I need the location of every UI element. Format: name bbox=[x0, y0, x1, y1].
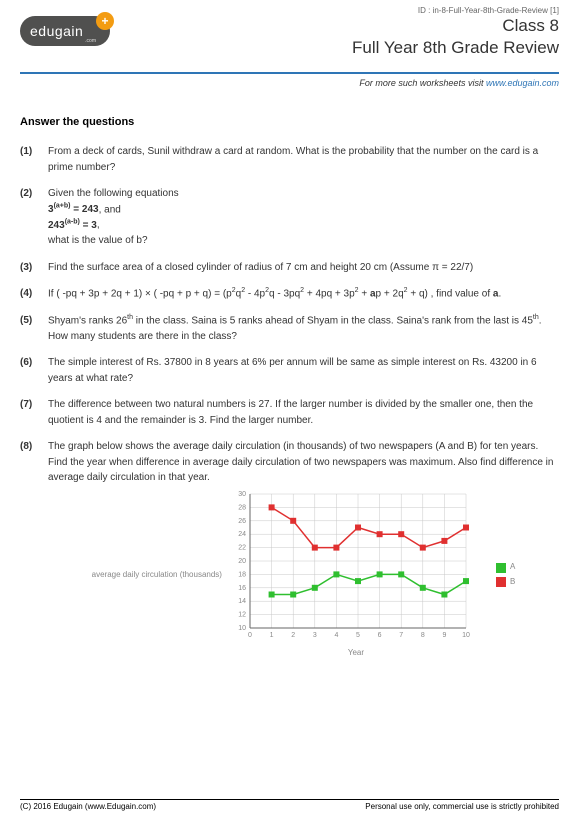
chart-ylabel: average daily circulation (thousands) bbox=[92, 569, 222, 581]
logo-text: edugain bbox=[30, 23, 83, 39]
legend-label: A bbox=[510, 561, 515, 573]
svg-text:5: 5 bbox=[356, 632, 360, 639]
chart-svg: 0123456789101012141618202224262830 bbox=[226, 490, 486, 640]
question-body: The simple interest of Rs. 37800 in 8 ye… bbox=[48, 355, 559, 386]
question-body: The difference between two natural numbe… bbox=[48, 397, 559, 428]
svg-text:26: 26 bbox=[238, 518, 246, 525]
svg-text:1: 1 bbox=[270, 632, 274, 639]
svg-text:28: 28 bbox=[238, 504, 246, 511]
question-body: If ( -pq + 3p + 2q + 1) × ( -pq + p + q)… bbox=[48, 286, 559, 302]
question-row: (6)The simple interest of Rs. 37800 in 8… bbox=[20, 355, 559, 386]
question-row: (5)Shyam's ranks 26th in the class. Sain… bbox=[20, 313, 559, 344]
question-number: (3) bbox=[20, 260, 48, 276]
title-block: Class 8 Full Year 8th Grade Review bbox=[352, 16, 559, 58]
chart-wrap: average daily circulation (thousands)012… bbox=[48, 490, 559, 660]
question-row: (3)Find the surface area of a closed cyl… bbox=[20, 260, 559, 276]
question-number: (1) bbox=[20, 144, 48, 175]
logo-sub: .com bbox=[85, 38, 96, 44]
question-body: The graph below shows the average daily … bbox=[48, 439, 559, 659]
svg-text:2: 2 bbox=[291, 632, 295, 639]
question-number: (2) bbox=[20, 186, 48, 249]
question-number: (4) bbox=[20, 286, 48, 302]
plus-icon: + bbox=[96, 12, 114, 30]
chart-xlabel: Year bbox=[226, 647, 486, 659]
svg-text:10: 10 bbox=[462, 632, 470, 639]
visit-link[interactable]: www.edugain.com bbox=[486, 78, 559, 88]
svg-text:12: 12 bbox=[238, 611, 246, 618]
legend-label: B bbox=[510, 576, 515, 588]
page-id: ID : in-8-Full-Year-8th-Grade-Review [1] bbox=[418, 6, 559, 15]
question-number: (8) bbox=[20, 439, 48, 659]
header-divider bbox=[20, 72, 559, 74]
svg-text:18: 18 bbox=[238, 571, 246, 578]
chart-series-A bbox=[272, 574, 466, 594]
legend-item: A bbox=[496, 561, 515, 573]
edugain-logo: edugain .com + bbox=[20, 16, 110, 46]
question-row: (1)From a deck of cards, Sunil withdraw … bbox=[20, 144, 559, 175]
question-number: (6) bbox=[20, 355, 48, 386]
question-body: Find the surface area of a closed cylind… bbox=[48, 260, 559, 276]
visit-prefix: For more such worksheets visit bbox=[359, 78, 486, 88]
legend-item: B bbox=[496, 576, 515, 588]
svg-text:20: 20 bbox=[238, 558, 246, 565]
svg-text:24: 24 bbox=[238, 531, 246, 538]
questions-list: (1)From a deck of cards, Sunil withdraw … bbox=[20, 144, 559, 660]
svg-text:0: 0 bbox=[248, 632, 252, 639]
class-line: Class 8 bbox=[352, 16, 559, 36]
question-number: (7) bbox=[20, 397, 48, 428]
chart-series-B bbox=[272, 507, 466, 547]
svg-text:8: 8 bbox=[421, 632, 425, 639]
question-body: From a deck of cards, Sunil withdraw a c… bbox=[48, 144, 559, 175]
content: Answer the questions (1)From a deck of c… bbox=[0, 116, 579, 660]
header-row: edugain .com + Class 8 Full Year 8th Gra… bbox=[20, 16, 559, 58]
legend-swatch bbox=[496, 563, 506, 573]
question-body: Given the following equations3(a+b) = 24… bbox=[48, 186, 559, 249]
footer-left: (C) 2016 Edugain (www.Edugain.com) bbox=[20, 802, 156, 811]
visit-line: For more such worksheets visit www.eduga… bbox=[0, 78, 579, 88]
question-number: (5) bbox=[20, 313, 48, 344]
footer-right: Personal use only, commercial use is str… bbox=[365, 802, 559, 811]
svg-text:7: 7 bbox=[399, 632, 403, 639]
question-row: (8)The graph below shows the average dai… bbox=[20, 439, 559, 659]
svg-text:30: 30 bbox=[238, 491, 246, 498]
question-row: (2)Given the following equations3(a+b) =… bbox=[20, 186, 559, 249]
svg-text:14: 14 bbox=[238, 598, 246, 605]
question-row: (7)The difference between two natural nu… bbox=[20, 397, 559, 428]
footer: (C) 2016 Edugain (www.Edugain.com) Perso… bbox=[20, 799, 559, 811]
legend-swatch bbox=[496, 577, 506, 587]
svg-text:9: 9 bbox=[442, 632, 446, 639]
subtitle-line: Full Year 8th Grade Review bbox=[352, 38, 559, 58]
svg-text:22: 22 bbox=[238, 544, 246, 551]
svg-text:6: 6 bbox=[378, 632, 382, 639]
svg-text:10: 10 bbox=[238, 625, 246, 632]
chart-column: 0123456789101012141618202224262830Year bbox=[226, 490, 486, 660]
svg-text:16: 16 bbox=[238, 585, 246, 592]
section-heading: Answer the questions bbox=[20, 116, 559, 128]
question-body: Shyam's ranks 26th in the class. Saina i… bbox=[48, 313, 559, 344]
question-row: (4)If ( -pq + 3p + 2q + 1) × ( -pq + p +… bbox=[20, 286, 559, 302]
chart-legend: AB bbox=[496, 561, 515, 588]
svg-text:4: 4 bbox=[334, 632, 338, 639]
svg-text:3: 3 bbox=[313, 632, 317, 639]
